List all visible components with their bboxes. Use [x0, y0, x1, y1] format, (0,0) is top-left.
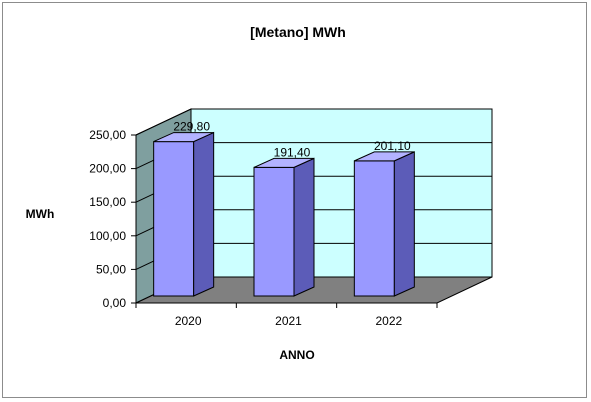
y-tick-label: 250,00	[89, 128, 126, 142]
bar-side	[393, 151, 415, 297]
bar-top	[153, 132, 214, 143]
bar-front	[253, 166, 295, 297]
bar-side	[293, 157, 315, 297]
y-axis-title: MWh	[26, 207, 55, 221]
plot-area: 0,00 50,00 100,00 150,00 200,00 250,00 229,80 2…	[89, 108, 493, 328]
bar-front	[353, 160, 395, 297]
x-axis-title: ANNO	[279, 348, 314, 362]
y-tick-label: 0,00	[103, 296, 127, 310]
y-tick-label: 150,00	[89, 195, 126, 209]
x-tick-label: 2022	[375, 314, 402, 328]
bar-top	[354, 151, 415, 162]
bar-top	[253, 157, 315, 168]
x-tick-label: 2021	[275, 314, 302, 328]
bar-front	[153, 141, 195, 297]
data-label: 201,10	[374, 139, 411, 153]
bar-2022	[353, 151, 415, 297]
chart-title: [Metano] MWh	[250, 24, 346, 40]
y-tick-label: 100,00	[89, 229, 126, 243]
bar-2021	[253, 157, 315, 297]
y-tick-label: 200,00	[89, 162, 126, 176]
y-tick-label: 50,00	[96, 262, 126, 276]
data-label: 229,80	[173, 120, 210, 134]
data-label: 191,40	[274, 145, 311, 159]
gridline	[135, 108, 492, 136]
x-tick-label: 2020	[175, 314, 202, 328]
back-wall	[190, 108, 493, 278]
bar-2020	[153, 131, 215, 297]
bar-side	[193, 131, 215, 297]
